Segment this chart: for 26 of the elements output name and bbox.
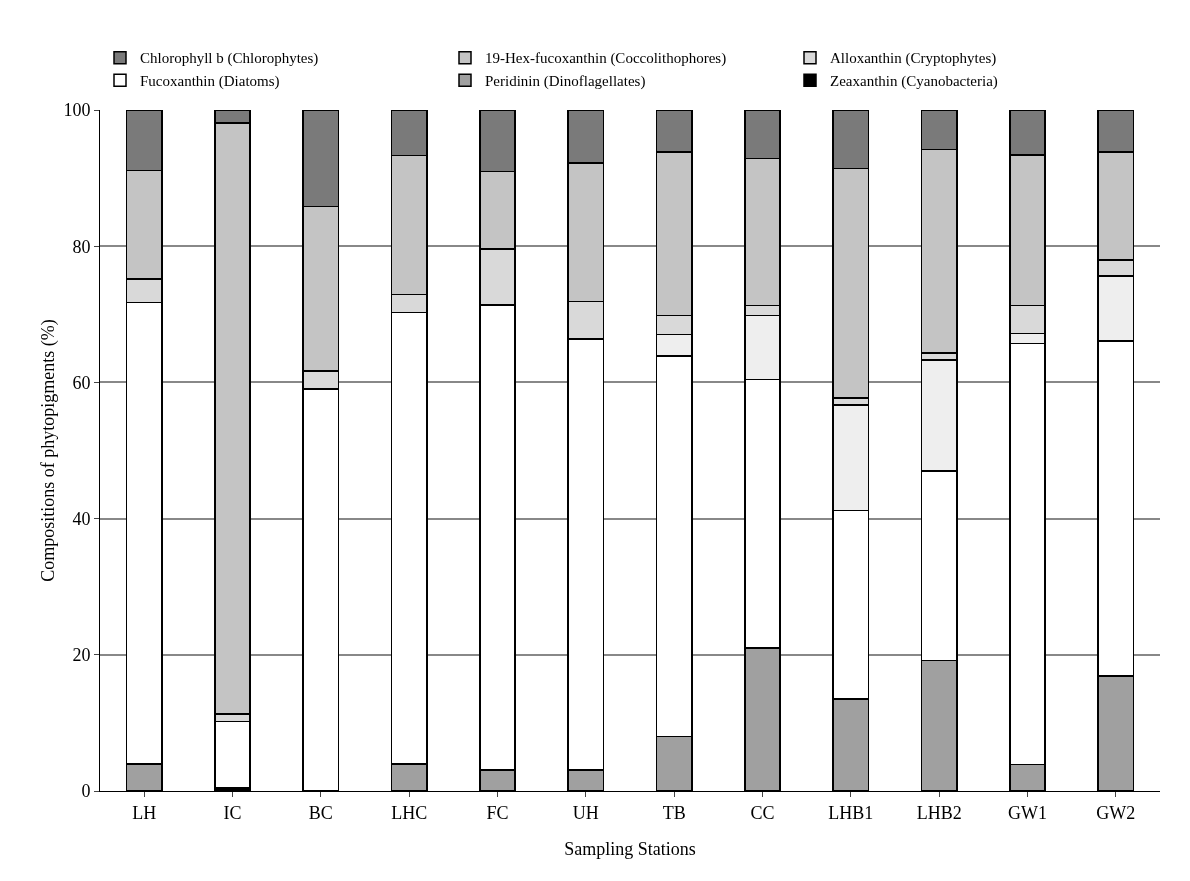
x-tick-label: CC: [750, 802, 775, 823]
y-axis-title: Compositions of phytopigments (%): [38, 319, 59, 582]
y-tick-label: 60: [72, 372, 91, 393]
x-tick-label: GW2: [1096, 802, 1136, 823]
legend-label: Zeaxanthin (Cyanobacteria): [830, 72, 998, 90]
x-tick-label: FC: [486, 802, 509, 823]
x-tick-label: LH: [132, 802, 157, 823]
x-tick-label: LHC: [391, 802, 428, 823]
y-tick-label: 80: [72, 236, 91, 257]
y-tick-label: 20: [72, 645, 91, 666]
x-axis-title: Sampling Stations: [564, 839, 696, 859]
legend-label: Chlorophyll b (Chlorophytes): [140, 50, 319, 68]
x-tick-label: LHB2: [916, 802, 962, 823]
y-tick-label: 40: [72, 508, 91, 529]
x-tick-label: GW1: [1008, 802, 1047, 823]
x-tick-label: LHB1: [828, 802, 874, 823]
y-tick-label: 0: [81, 781, 91, 802]
x-tick-label: UH: [572, 802, 599, 823]
y-tick-label: 100: [63, 100, 91, 121]
x-tick-label: IC: [223, 802, 242, 823]
legend-label: Alloxanthin (Cryptophytes): [830, 50, 997, 68]
legend-label: 19-Hex-fucoxanthin (Coccolithophores): [485, 50, 727, 68]
legend-label: Fucoxanthin (Diatoms): [140, 72, 280, 90]
x-tick-label: TB: [662, 802, 686, 823]
x-tick-label: BC: [308, 802, 333, 823]
legend-label: Peridinin (Dinoflagellates): [485, 72, 646, 90]
